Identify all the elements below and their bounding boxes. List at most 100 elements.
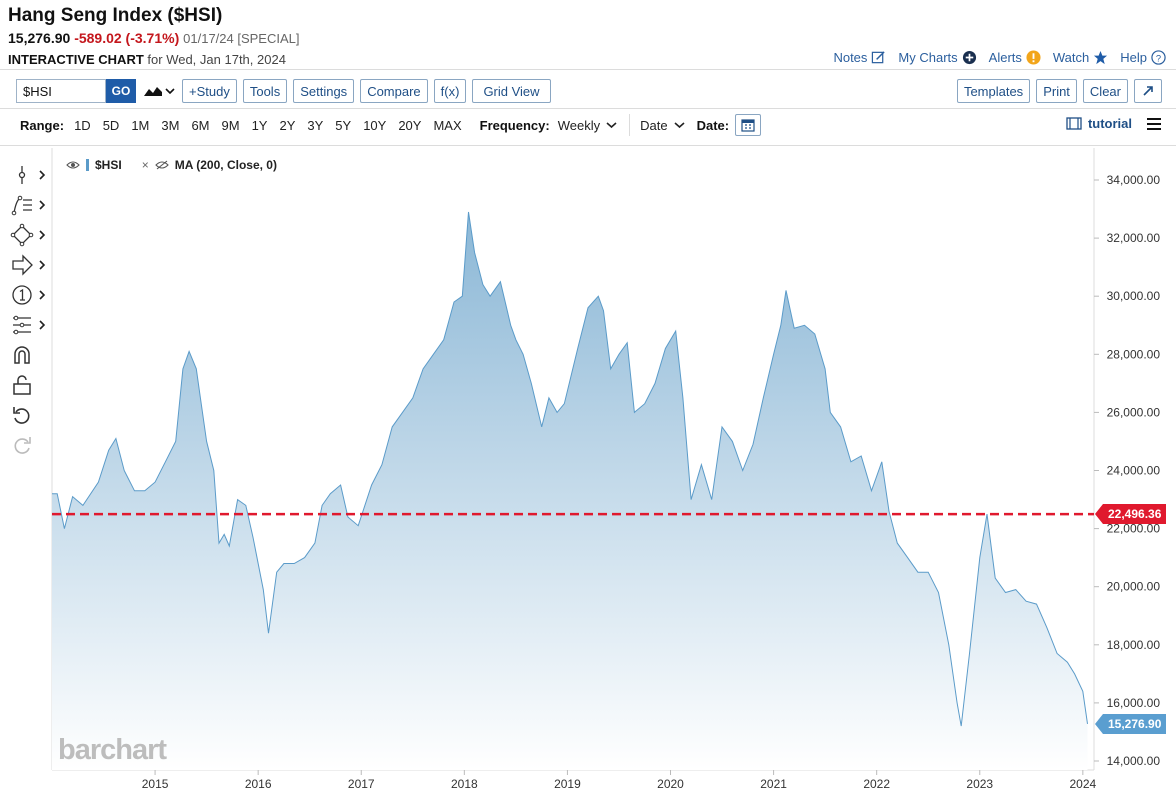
notes-link[interactable]: Notes [833,50,886,65]
star-icon [1094,50,1108,65]
range-2y[interactable]: 2Y [279,117,296,133]
price-line [52,211,1088,727]
redo-icon [14,437,31,454]
fibonacci-icon [13,315,31,335]
y-tick-label: 16,000.00 [1107,696,1161,710]
range-10y[interactable]: 10Y [363,117,387,133]
add-study-button[interactable]: +Study [182,79,237,103]
date-mode-dropdown[interactable]: Date [640,117,685,133]
menu-icon[interactable] [1146,117,1162,131]
lock-icon [13,375,31,395]
x-tick-label: 2016 [245,777,272,791]
alert-icon [1026,50,1041,65]
help-label: Help [1120,50,1147,65]
range-20y[interactable]: 20Y [398,117,422,133]
eye-icon[interactable] [66,160,80,170]
x-tick-label: 2023 [966,777,993,791]
date-label: Date: [696,117,730,133]
x-axis: 2015 2016 2017 2018 2019 2020 2021 2022 2023 2024 [142,770,1097,791]
y-tick-label: 26,000.00 [1107,405,1161,419]
price-area [52,212,1088,770]
print-button[interactable]: Print [1036,79,1077,103]
range-1d[interactable]: 1D [74,117,91,133]
templates-button[interactable]: Templates [956,79,1031,103]
help-link[interactable]: Help ? [1120,50,1166,65]
calendar-icon [741,119,755,132]
help-icon: ? [1151,50,1166,65]
close-icon[interactable]: × [141,158,149,172]
x-tick-label: 2015 [142,777,169,791]
y-tick-label: 30,000.00 [1107,289,1161,303]
x-tick-label: 2017 [348,777,375,791]
chart-legend: $HSI × MA (200, Close, 0) [66,158,277,172]
range-1y[interactable]: 1Y [251,117,268,133]
tools-button[interactable]: Tools [242,79,288,103]
shape-tool[interactable] [10,220,50,250]
subtitle-strong: INTERACTIVE CHART [8,52,144,67]
expand-button[interactable] [1134,79,1162,103]
magnet-tool[interactable] [10,340,50,370]
y-tick-label: 28,000.00 [1107,347,1161,361]
fibonacci-tool[interactable] [10,310,50,340]
expand-icon [1143,86,1153,96]
chevron-down-icon [606,122,617,129]
arrow-icon [12,254,33,276]
date-mode-value: Date [640,117,668,133]
ma-value-tag: 22,496.36 [1094,504,1167,525]
last-value-label: 15,276.90 [1108,716,1162,731]
undo-icon [13,407,30,424]
drawing-toolbar [10,160,50,460]
svg-text:?: ? [1156,53,1161,63]
chevron-right-icon [39,260,46,270]
symbol-input[interactable] [16,79,106,103]
eye-slash-icon[interactable] [154,160,169,170]
last-value-tag: 15,276.90 [1094,713,1167,734]
calendar-button[interactable] [735,114,762,136]
alerts-label: Alerts [988,50,1022,65]
range-3y[interactable]: 3Y [307,117,324,133]
chevron-right-icon [39,290,46,300]
ma-value-label: 22,496.36 [1108,507,1162,522]
range-6m[interactable]: 6M [191,117,210,133]
go-button[interactable]: GO [106,79,136,103]
function-button[interactable]: f(x) [433,79,467,103]
subtitle-date: for Wed, Jan 17th, 2024 [147,52,286,67]
range-9m[interactable]: 9M [221,117,240,133]
trend-line-tool[interactable] [10,190,50,220]
range-3m[interactable]: 3M [161,117,180,133]
notes-label: Notes [833,50,868,65]
clear-button[interactable]: Clear [1082,79,1128,103]
frequency-value: Weekly [557,117,601,133]
my-charts-link[interactable]: My Charts [898,50,976,65]
compare-button[interactable]: Compare [360,79,428,103]
x-tick-label: 2021 [760,777,787,791]
y-axis: 14,000.00 16,000.00 18,000.00 20,000.00 22,0… [1094,173,1160,768]
page-title: Hang Seng Index ($HSI) [8,5,223,26]
redo-tool[interactable] [10,430,50,460]
undo-tool[interactable] [10,400,50,430]
grid-view-button[interactable]: Grid View [472,79,551,103]
annotation-tool[interactable] [10,280,50,310]
arrow-tool[interactable] [10,250,50,280]
watch-link[interactable]: Watch [1053,50,1108,65]
series-swatch [86,159,89,171]
my-charts-label: My Charts [898,50,958,65]
crosshair-tool[interactable] [10,160,50,190]
pencil-icon [872,51,886,64]
lock-tool[interactable] [10,370,50,400]
range-5y[interactable]: 5Y [335,117,352,133]
settings-button[interactable]: Settings [293,79,355,103]
alerts-link[interactable]: Alerts [989,50,1041,65]
frequency-label: Frequency: [479,117,550,133]
chart-type-dropdown[interactable] [142,84,176,98]
range-5d[interactable]: 5D [102,117,120,133]
x-tick-label: 2024 [1069,777,1096,791]
range-max[interactable]: MAX [433,117,462,133]
tutorial-link[interactable]: tutorial [1066,116,1162,131]
watch-label: Watch [1052,50,1090,65]
frequency-dropdown[interactable]: Weekly [558,118,617,133]
range-1m[interactable]: 1M [131,117,150,133]
range-divider [629,114,631,136]
mountain-chart-icon [144,87,162,96]
